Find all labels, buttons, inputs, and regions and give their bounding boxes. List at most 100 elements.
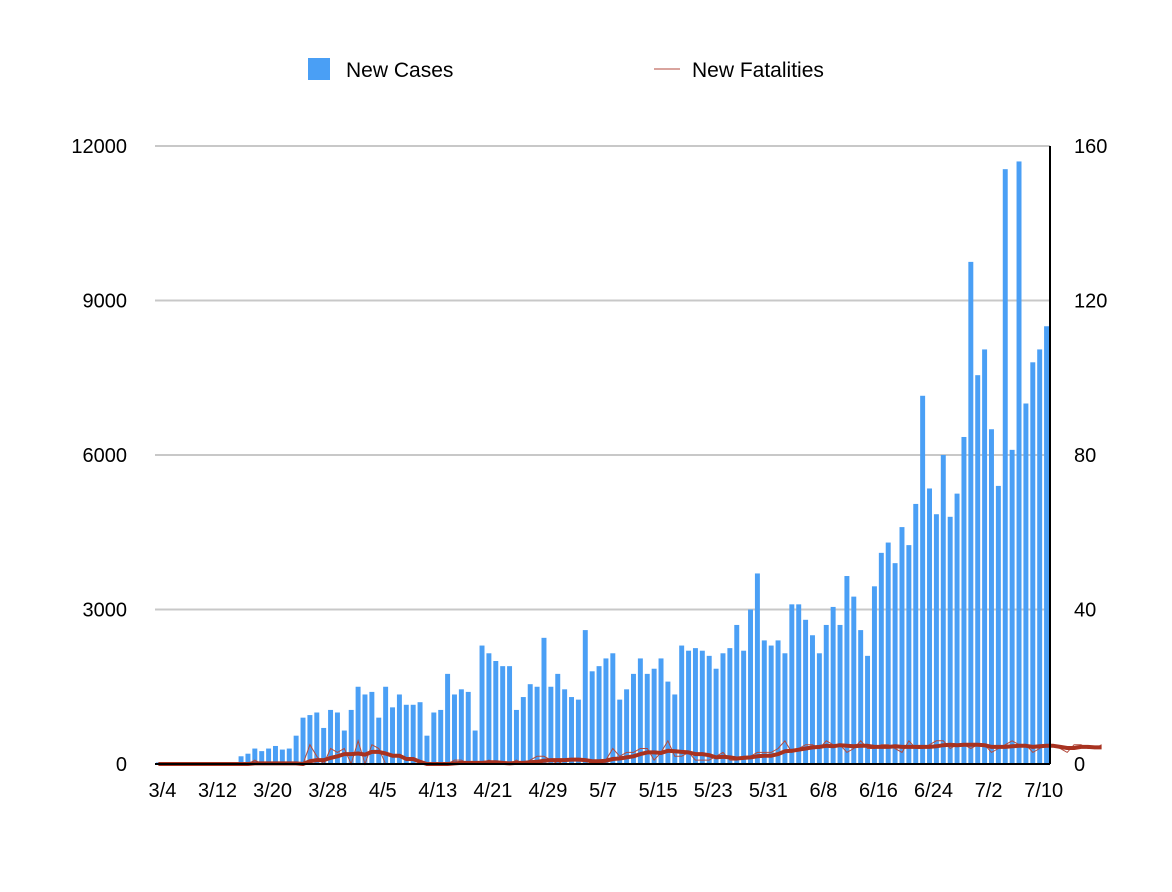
bar-new-cases (1016, 161, 1022, 764)
x-tick-label: 4/29 (529, 780, 568, 802)
bar-new-cases (403, 704, 409, 764)
bar-new-cases (396, 694, 402, 764)
bar-new-cases (1009, 449, 1015, 764)
bar-new-cases (417, 702, 423, 764)
bar-new-cases (933, 514, 939, 764)
bar-new-cases (796, 604, 802, 764)
bar-new-cases (720, 653, 726, 764)
x-tick-label: 6/24 (914, 780, 953, 802)
bar-new-cases (699, 650, 705, 764)
bar-new-cases (995, 485, 1001, 764)
bar-new-cases (982, 349, 988, 764)
bar-new-cases (438, 709, 444, 764)
bar-new-cases (617, 699, 623, 764)
bar-new-cases (727, 648, 733, 764)
bar-new-cases (1023, 403, 1029, 764)
bar-new-cases (858, 630, 864, 764)
bar-new-cases (293, 735, 299, 764)
bar-new-cases (589, 671, 595, 764)
bar-new-cases (761, 640, 767, 764)
bar-new-cases (672, 694, 678, 764)
bar-new-cases (844, 576, 850, 764)
y-tick-label: 0 (116, 754, 127, 776)
bar-new-cases (899, 527, 905, 764)
bar-new-cases (507, 666, 513, 764)
x-tick-label: 3/12 (198, 780, 237, 802)
bar-new-cases (582, 630, 588, 764)
x-tick-label: 5/23 (694, 780, 733, 802)
bar-new-cases (369, 691, 375, 764)
bar-new-cases (1002, 169, 1008, 765)
x-tick-label: 6/16 (859, 780, 898, 802)
bar-new-cases (803, 619, 809, 764)
bar-new-cases (734, 624, 740, 764)
bar-new-cases (1044, 326, 1050, 764)
y-tick-label: 6000 (83, 445, 128, 467)
bar-new-cases (651, 668, 657, 764)
bar-new-cases (686, 650, 692, 764)
x-tick-label: 3/4 (149, 780, 177, 802)
bar-new-cases (266, 748, 272, 764)
axes (155, 146, 1051, 765)
bar-new-cases (383, 686, 389, 764)
bar-new-cases (631, 673, 636, 764)
x-tick-label: 3/28 (308, 780, 347, 802)
x-axis-tick-labels: 3/4 3/12 3/20 3/28 4/5 4/13 4/21 4/29 5/7 5/15 5/2… (149, 780, 1064, 802)
bar-new-cases (575, 699, 581, 764)
bar-new-cases (658, 658, 664, 764)
bar-new-cases (624, 689, 630, 764)
bar-new-cases (865, 655, 871, 764)
bar-new-cases (816, 653, 822, 764)
x-tick-label: 4/5 (369, 780, 397, 802)
y2-tick-label: 40 (1074, 600, 1096, 622)
bar-new-cases (851, 596, 857, 764)
bar-new-cases (562, 689, 568, 764)
bar-new-cases (314, 712, 320, 764)
bar-new-cases (527, 684, 533, 764)
bar-new-cases (279, 749, 285, 764)
bar-new-cases (424, 735, 430, 764)
bar-new-cases (259, 751, 265, 764)
line-fatalities-average (158, 742, 1102, 766)
bar-new-cases (238, 756, 244, 764)
x-tick-label: 5/7 (589, 780, 617, 802)
bar-new-cases (706, 655, 712, 764)
right-axis-tick-labels: 0 40 80 120 160 (1074, 136, 1107, 776)
bar-new-cases (328, 709, 334, 764)
bar-new-cases (878, 552, 884, 764)
bar-new-cases (376, 717, 382, 764)
bar-new-cases (954, 493, 960, 764)
x-tick-label: 3/20 (253, 780, 292, 802)
bar-new-cases (665, 681, 671, 764)
bar-new-cases (823, 624, 829, 764)
y-tick-label: 9000 (83, 291, 128, 313)
bar-new-cases (837, 624, 843, 764)
bar-new-cases (541, 637, 547, 764)
bar-new-cases (596, 666, 602, 764)
bar-new-cases (520, 697, 526, 764)
bar-new-cases (906, 545, 912, 764)
bar-new-cases (534, 686, 540, 764)
bar-new-cases (782, 653, 788, 764)
bar-new-cases (348, 709, 354, 764)
bar-series-new-cases (155, 161, 1050, 765)
legend-label-new-cases: New Cases (346, 59, 453, 82)
bar-new-cases (472, 730, 478, 764)
x-tick-label: 4/13 (418, 780, 457, 802)
bar-new-cases (968, 261, 974, 764)
bar-new-cases (913, 503, 919, 764)
bar-new-cases (754, 573, 760, 764)
y-tick-label: 3000 (83, 600, 128, 622)
bar-new-cases (871, 586, 877, 764)
bar-new-cases (300, 717, 306, 764)
bar-new-cases (789, 604, 795, 764)
bar-new-cases (569, 697, 574, 764)
y2-tick-label: 160 (1074, 136, 1107, 158)
bar-new-cases (830, 606, 836, 764)
bar-new-cases (975, 375, 981, 764)
bar-new-cases (892, 563, 898, 764)
bar-new-cases (947, 516, 953, 764)
bar-new-cases (713, 668, 719, 764)
bar-new-cases (748, 609, 753, 764)
bar-new-cases (885, 542, 891, 764)
